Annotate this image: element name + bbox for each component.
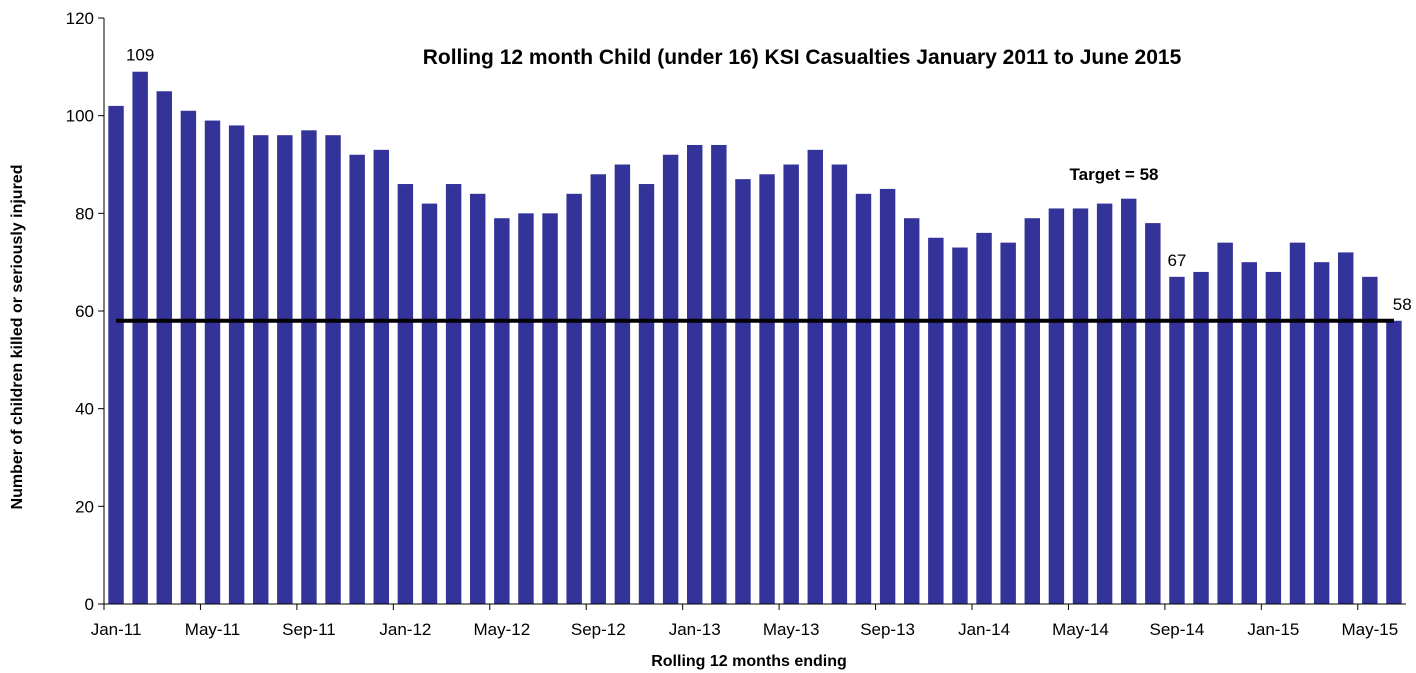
x-tick-label-Jan-14: Jan-14: [958, 620, 1010, 639]
data-labels-group: 109 67 58: [126, 46, 1412, 314]
bar-Mar-11: [156, 91, 172, 604]
data-label-Sep-14: 67: [1167, 251, 1186, 270]
bar-Dec-13: [952, 247, 968, 604]
x-tick-label-May-14: May-14: [1052, 620, 1109, 639]
x-tick-label-Jan-12: Jan-12: [379, 620, 431, 639]
x-tick-label-Sep-11: Sep-11: [282, 620, 336, 639]
bar-Oct-14: [1193, 271, 1209, 604]
bar-May-13: [783, 164, 799, 604]
y-axis-title: Number of children killed or seriously i…: [9, 165, 26, 510]
bar-Jan-15: [1265, 271, 1282, 604]
bar-Feb-14: [1000, 242, 1016, 604]
bar-Dec-14: [1241, 262, 1257, 604]
bar-Jun-14: [1096, 203, 1113, 604]
bar-Nov-11: [349, 154, 365, 605]
bar-May-14: [1072, 208, 1089, 604]
x-tick-label-May-15: May-15: [1341, 620, 1398, 639]
bar-Jan-13: [687, 144, 703, 604]
bar-Apr-15: [1338, 252, 1354, 604]
y-tick-label-120: 120: [66, 9, 94, 28]
bar-Jan-12: [397, 184, 414, 604]
bar-Mar-13: [735, 179, 751, 604]
bar-Oct-13: [904, 218, 920, 604]
bar-Oct-11: [325, 135, 341, 604]
bar-Mar-12: [445, 184, 462, 604]
bar-Jun-11: [228, 125, 245, 605]
y-tick-label-60: 60: [75, 302, 94, 321]
bar-Nov-12: [638, 184, 655, 604]
bar-Jul-12: [542, 213, 558, 604]
bar-Apr-14: [1048, 208, 1065, 604]
bar-Feb-15: [1289, 242, 1306, 604]
target-group: Target = 58: [116, 165, 1394, 323]
data-label-Jun-15: 58: [1393, 295, 1412, 314]
bar-Sep-13: [879, 188, 896, 605]
y-tick-label-0: 0: [85, 595, 94, 614]
bar-May-15: [1362, 276, 1378, 604]
bar-Feb-12: [421, 203, 438, 604]
bar-Dec-11: [373, 149, 389, 604]
bar-Mar-14: [1024, 218, 1040, 604]
bar-Apr-12: [470, 193, 486, 605]
bar-Dec-12: [662, 154, 679, 605]
bar-Aug-12: [566, 193, 582, 605]
bar-Apr-13: [759, 174, 775, 604]
x-tick-label-Jan-11: Jan-11: [91, 620, 142, 639]
bar-Jul-14: [1121, 198, 1137, 604]
bar-Aug-11: [277, 135, 293, 604]
bar-Feb-11: [132, 71, 148, 605]
x-axis-title: Rolling 12 months ending: [651, 653, 847, 670]
bar-Jul-13: [831, 164, 848, 604]
bar-Aug-14: [1145, 223, 1161, 604]
bars-group: [108, 71, 1402, 605]
bar-Oct-12: [614, 164, 631, 604]
bar-Jun-15: [1386, 320, 1402, 604]
y-tick-label-80: 80: [75, 204, 94, 223]
x-tick-label-Jan-13: Jan-13: [669, 620, 721, 639]
target-label: Target = 58: [1070, 165, 1159, 184]
x-axis: Jan-11 May-11 Sep-11 Jan-12 May-12 Sep-12 Jan-…: [91, 603, 1406, 639]
bar-Sep-14: [1169, 276, 1185, 604]
bar-Sep-11: [301, 130, 317, 604]
bar-Nov-14: [1217, 242, 1233, 604]
bar-Aug-13: [855, 193, 872, 605]
bar-Jan-14: [976, 232, 992, 604]
bar-May-12: [494, 218, 510, 604]
x-tick-label-May-13: May-13: [763, 620, 820, 639]
chart-title: Rolling 12 month Child (under 16) KSI Ca…: [423, 46, 1182, 69]
y-tick-label-20: 20: [75, 497, 94, 516]
bar-Mar-15: [1313, 262, 1330, 604]
y-axis: 0 20 40 60 80 100 120: [66, 9, 105, 614]
bar-Jun-12: [518, 213, 534, 604]
bar-Nov-13: [928, 237, 944, 604]
bar-Jul-11: [253, 135, 269, 604]
bar-Jan-11: [108, 105, 124, 605]
y-tick-label-40: 40: [75, 400, 94, 419]
x-tick-label-Sep-12: Sep-12: [571, 620, 626, 639]
x-tick-label-May-11: May-11: [185, 620, 240, 639]
x-tick-label-May-12: May-12: [473, 620, 530, 639]
bar-Apr-11: [180, 110, 197, 604]
bar-Sep-12: [590, 174, 606, 604]
bar-May-11: [204, 120, 221, 605]
bar-Feb-13: [711, 144, 727, 604]
x-tick-label-Sep-13: Sep-13: [860, 620, 915, 639]
bar-Jun-13: [807, 149, 823, 604]
data-label-Feb-11: 109: [126, 46, 154, 65]
x-tick-label-Sep-14: Sep-14: [1150, 620, 1205, 639]
y-tick-label-100: 100: [66, 107, 94, 126]
x-tick-label-Jan-15: Jan-15: [1247, 620, 1299, 639]
